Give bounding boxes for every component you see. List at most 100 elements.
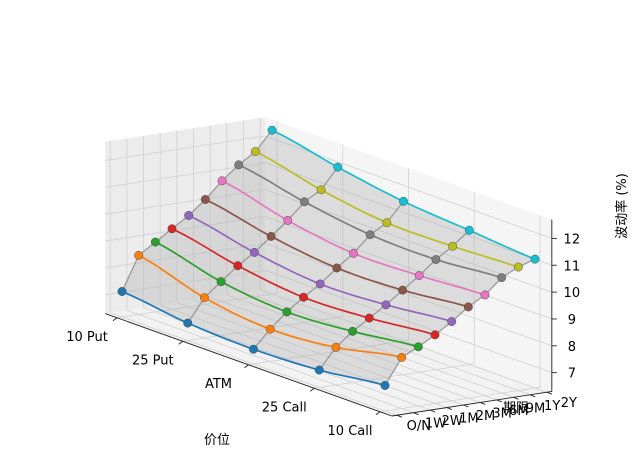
axis-lines	[105, 219, 557, 418]
z-tick-label: 12	[564, 232, 581, 247]
y-tick	[480, 402, 486, 405]
y-tick	[496, 399, 503, 403]
grid-line	[314, 363, 475, 389]
grid-line	[265, 162, 552, 266]
surface-wire	[187, 166, 339, 324]
surface-patch	[238, 151, 322, 202]
grid-line	[105, 189, 266, 215]
y-axis-line	[391, 391, 552, 417]
series-3M	[200, 195, 473, 312]
surface-patch	[138, 242, 222, 298]
data-point	[431, 255, 441, 264]
data-point	[480, 290, 490, 300]
y-tick-label: 2Y	[561, 396, 577, 411]
data-point	[365, 230, 375, 240]
tick-labels: 10 Put 25 Put ATM 25 Call 10 Call O/N1W2W1M2M…	[66, 232, 580, 438]
data-point	[282, 307, 292, 317]
surface-patch	[402, 275, 485, 307]
data-point	[448, 241, 457, 251]
data-point	[463, 302, 473, 312]
data-point	[315, 279, 325, 289]
surface-patch	[253, 329, 336, 370]
data-point	[380, 381, 390, 390]
y-tick	[430, 409, 436, 413]
data-point	[200, 293, 209, 303]
y-tick-label: 6M	[509, 404, 529, 419]
data-point	[134, 250, 144, 260]
y-tick	[530, 394, 536, 398]
data-point	[447, 317, 457, 326]
surface-patch	[122, 255, 205, 323]
surface-patch	[222, 164, 305, 221]
data-point	[382, 218, 392, 228]
data-point	[300, 197, 309, 207]
data-point	[250, 147, 260, 156]
data-point	[150, 237, 160, 247]
data-point	[397, 353, 407, 362]
surface-patch	[204, 281, 287, 330]
y-tick-label: 9M	[526, 401, 546, 416]
surface-patch	[386, 201, 470, 247]
surface-patch	[320, 268, 403, 305]
x-tick-label: 25 Call	[262, 400, 307, 415]
surface-wire	[318, 229, 470, 371]
x-tick-label: 10 Call	[328, 424, 373, 439]
series-1Y	[250, 147, 523, 272]
grid-line	[160, 304, 447, 408]
series-6M	[217, 176, 490, 300]
data-point	[332, 263, 342, 273]
data-point	[399, 196, 408, 206]
x-tick	[309, 387, 315, 392]
y-tick	[413, 412, 419, 416]
surface-patch	[370, 222, 453, 260]
surface	[121, 129, 536, 386]
surface-patch	[270, 311, 353, 348]
x-tick	[375, 411, 381, 416]
data-point	[316, 185, 326, 195]
y-tick	[513, 396, 519, 400]
data-point	[216, 277, 226, 287]
grid-line	[210, 297, 497, 401]
surface-patch	[419, 259, 502, 295]
y-tick	[463, 404, 469, 408]
surface-patch	[369, 304, 452, 335]
data-point	[233, 261, 243, 271]
data-point	[299, 292, 308, 302]
surface-patch	[286, 297, 370, 332]
series-2M	[184, 211, 457, 326]
data-point	[283, 216, 293, 225]
data-point	[234, 160, 244, 170]
series-2Y	[267, 125, 540, 264]
y-tick-label: 1Y	[544, 399, 560, 414]
grid-line	[105, 216, 266, 242]
x-tick-label: 10 Put	[66, 330, 108, 345]
data-point	[267, 125, 277, 135]
surface-patch	[303, 284, 386, 319]
y-tick-label: 3M	[492, 406, 512, 421]
series-2W	[150, 237, 423, 352]
data-point	[349, 248, 358, 258]
surface-patch	[319, 347, 402, 386]
z-tick-label: 7	[568, 367, 576, 382]
series-1W	[134, 250, 407, 362]
grid-line	[126, 309, 414, 414]
data-point	[200, 195, 210, 204]
data-point	[333, 162, 343, 172]
surface-patch	[321, 167, 404, 223]
data-point	[117, 287, 127, 296]
grid-line	[265, 269, 552, 374]
grid-line	[105, 269, 266, 296]
data-point	[413, 342, 423, 352]
surface-patch	[353, 234, 436, 276]
grid-line	[176, 302, 464, 406]
surface-patch	[187, 297, 271, 350]
data-point	[217, 176, 227, 186]
series-lines	[117, 125, 540, 390]
y-axis-label: 期限	[503, 401, 529, 416]
surface-patch	[335, 331, 419, 358]
z-tick-label: 8	[568, 340, 576, 355]
data-point	[265, 324, 275, 334]
y-tick	[446, 407, 453, 410]
surface-patch	[435, 246, 519, 278]
